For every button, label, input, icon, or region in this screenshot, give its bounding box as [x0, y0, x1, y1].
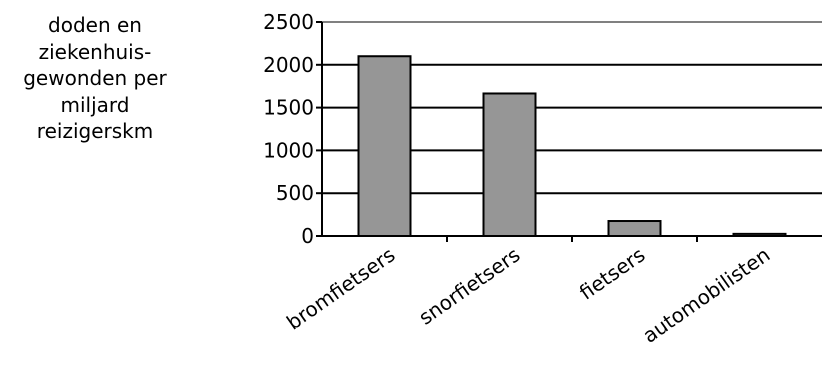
y-tick-label: 1000: [263, 138, 314, 162]
y-tick-labels: 0 500 1000 1500 2000 2500: [263, 10, 314, 248]
y-tick-label: 2500: [263, 10, 314, 34]
y-tick-label: 1500: [263, 96, 314, 120]
x-tick-labels: bromfietsers snorfietsers fietsersautomobi…: [282, 242, 774, 347]
axes: [316, 21, 822, 242]
bar-snorfietsers: [482, 92, 537, 237]
x-tick-label-fietsers: fietsers: [575, 242, 649, 304]
bars: [357, 55, 787, 238]
y-tick-label: 2000: [263, 53, 314, 77]
x-tick-label-snorfietsers: snorfietsers: [414, 242, 524, 329]
bar-fietsers: [607, 220, 662, 238]
x-tick-label-automobilisten: automobilisten: [638, 242, 774, 347]
y-tick-label: 0: [301, 224, 314, 248]
y-axis-label: doden en ziekenhuis- gewonden per miljar…: [23, 13, 167, 143]
x-tick-label-bromfietsers: bromfietsers: [282, 242, 399, 334]
bar-bromfietsers: [357, 55, 412, 237]
y-tick-label: 500: [276, 181, 314, 205]
